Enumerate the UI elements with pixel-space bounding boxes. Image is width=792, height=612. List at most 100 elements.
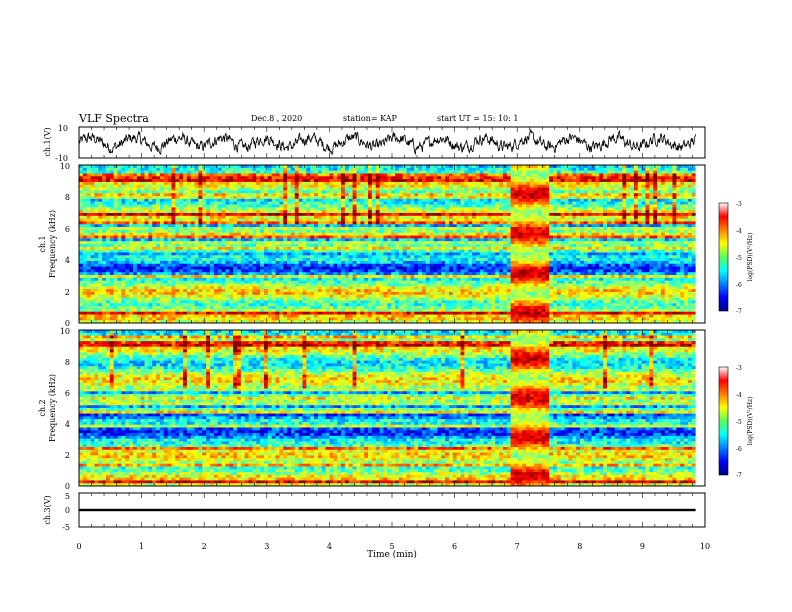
spectrogram-cell [191, 205, 195, 208]
spectrogram-cell [179, 309, 183, 312]
spectrogram-cell [137, 185, 141, 188]
spectrogram-cell [341, 241, 345, 244]
spectrogram-cell [210, 255, 214, 258]
spectrogram-cell [225, 221, 229, 224]
spectrogram-cell [414, 190, 418, 193]
spectrogram-cell [276, 179, 280, 182]
spectrogram-cell [337, 179, 341, 182]
spectrogram-cell [249, 173, 253, 176]
spectrogram-cell [152, 281, 156, 284]
spectrogram-cell [160, 292, 164, 295]
spectrogram-cell [114, 213, 118, 216]
spectrogram-cell [125, 179, 129, 182]
spectrogram-cell [337, 306, 341, 309]
spectrogram-cell [349, 173, 353, 176]
spectrogram-cell [237, 250, 241, 253]
spectrogram-cell [372, 230, 376, 233]
spectrogram-cell [229, 236, 233, 239]
spectrogram-cell [407, 230, 411, 233]
spectrogram-cell [330, 312, 334, 315]
spectrogram-cell [318, 298, 322, 301]
spectrogram-cell [210, 298, 214, 301]
spectrogram-cell [345, 241, 349, 244]
spectrogram-cell [145, 269, 149, 272]
spectrogram-cell [171, 284, 175, 287]
spectrogram-cell [410, 241, 414, 244]
spectrogram-cell [218, 221, 222, 224]
spectrogram-cell [91, 315, 95, 318]
spectrogram-cell [414, 185, 418, 188]
spectrogram-cell [383, 188, 387, 191]
spectrogram-cell [129, 230, 133, 233]
spectrogram-cell [137, 196, 141, 199]
spectrogram-cell [183, 210, 187, 213]
spectrogram-cell [341, 193, 345, 196]
spectrogram-cell [360, 258, 364, 261]
spectrogram-cell [387, 227, 391, 230]
spectrogram-cell [314, 221, 318, 224]
spectrogram-cell [87, 261, 91, 264]
spectrogram-cell [337, 286, 341, 289]
spectrogram-cell [152, 286, 156, 289]
spectrogram-cell [326, 205, 330, 208]
spectrogram-cell [330, 247, 334, 250]
spectrogram-cell [399, 236, 403, 239]
spectrogram-cell [326, 216, 330, 219]
spectrogram-cell [318, 244, 322, 247]
spectrogram-cell [368, 284, 372, 287]
spectrogram-cell [87, 306, 91, 309]
spectrogram-cell [210, 221, 214, 224]
spectrogram-cell [279, 210, 283, 213]
spectrogram-cell [299, 267, 303, 270]
spectrogram-cell [349, 238, 353, 241]
spectrogram-cell [306, 264, 310, 267]
spectrogram-cell [133, 281, 137, 284]
spectrogram-cell [403, 275, 407, 278]
spectrogram-cell [237, 190, 241, 193]
spectrogram-cell [98, 315, 102, 318]
spectrogram-cell [283, 207, 287, 210]
spectrogram-cell [152, 230, 156, 233]
spectrogram-cell [102, 219, 106, 222]
spectrogram-cell [306, 190, 310, 193]
spectrogram-cell [110, 292, 114, 295]
spectrogram-cell [229, 298, 233, 301]
spectrogram-cell [164, 289, 168, 292]
spectrogram-cell [399, 182, 403, 185]
spectrogram-cell [206, 292, 210, 295]
spectrogram-cell [206, 213, 210, 216]
spectrogram-cell [225, 278, 229, 281]
spectrogram-cell [276, 264, 280, 267]
spectrogram-cell [330, 168, 334, 171]
spectrogram-cell [287, 230, 291, 233]
spectrogram-cell [106, 295, 110, 298]
spectrogram-cell [133, 236, 137, 239]
spectrogram-cell [87, 202, 91, 205]
spectrogram-cell [380, 233, 384, 236]
spectrogram-cell [268, 289, 272, 292]
spectrogram-cell [179, 258, 183, 261]
spectrogram-cell [175, 298, 179, 301]
spectrogram-cell [414, 171, 418, 174]
spectrogram-cell [187, 252, 191, 255]
spectrogram-cell [306, 176, 310, 179]
spectrogram-cell [291, 190, 295, 193]
spectrogram-cell [87, 284, 91, 287]
spectrogram-cell [345, 247, 349, 250]
spectrogram-cell [341, 182, 345, 185]
spectrogram-cell [333, 252, 337, 255]
spectrogram-cell [333, 300, 337, 303]
spectrogram-cell [79, 312, 83, 315]
spectrogram-cell [337, 295, 341, 298]
spectrogram-cell [218, 233, 222, 236]
spectrogram-cell [264, 171, 268, 174]
spectrogram-cell [145, 179, 149, 182]
spectrogram-cell [249, 236, 253, 239]
spectrogram-cell [407, 312, 411, 315]
spectrogram-cell [229, 171, 233, 174]
spectrogram-cell [121, 171, 125, 174]
spectrogram-cell [160, 227, 164, 230]
spectrogram-cell [349, 267, 353, 270]
spectrogram-cell [160, 190, 164, 193]
spectrogram-cell [121, 284, 125, 287]
